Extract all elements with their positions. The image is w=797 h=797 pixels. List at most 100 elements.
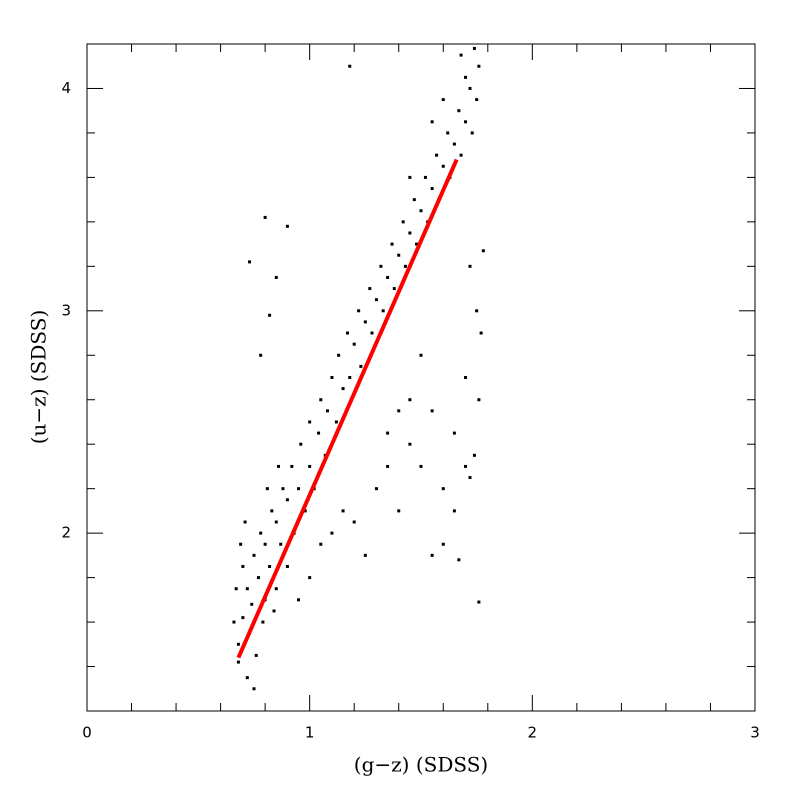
point [430,187,434,191]
point [330,531,334,535]
point [252,687,256,691]
point [430,553,434,557]
x-tick-label: 2 [528,724,538,742]
point [297,487,301,491]
point [412,198,416,202]
point [464,75,468,79]
point [386,431,390,435]
point [430,120,434,124]
point [232,620,236,624]
point [475,309,479,313]
y-tick-label: 3 [61,301,71,319]
plot-frame [86,43,756,712]
point [441,98,445,102]
point [464,376,468,379]
point [241,564,245,568]
point [285,224,289,228]
point [374,298,378,302]
point [285,498,289,502]
point [330,376,334,379]
point [325,409,329,413]
point [441,542,445,546]
point [446,131,450,135]
point [408,175,412,179]
point [464,120,468,124]
point [334,420,338,424]
point [259,531,263,535]
point [285,564,289,568]
point [468,264,472,268]
x-axis-label: (g−z) (SDSS) [354,753,488,777]
point [341,387,345,391]
point [303,509,307,513]
point [254,653,258,657]
point [386,275,390,279]
point [477,398,481,402]
point [265,487,269,491]
point [243,520,247,524]
point [403,264,407,268]
point [477,600,481,604]
point [299,442,303,446]
point [363,553,367,557]
x-tick-label: 3 [750,724,760,742]
point [241,616,245,620]
point [379,264,383,268]
point [274,275,278,279]
point [276,464,280,468]
point [397,253,401,257]
point [308,464,312,468]
point [268,313,272,317]
point [279,542,283,546]
point [475,98,479,102]
point [239,542,243,546]
point [477,64,481,68]
point [272,609,276,613]
point [408,442,412,446]
point [319,542,323,546]
point [397,409,401,413]
point [457,558,461,562]
point [419,353,423,357]
point [352,342,356,346]
point [374,487,378,491]
point [479,331,483,335]
point [357,309,361,313]
point [470,131,474,135]
x-tick-label: 0 [82,724,92,742]
point [236,660,240,664]
point [259,353,263,357]
point [415,242,419,246]
point [472,46,476,50]
point [408,231,412,235]
point [297,598,301,602]
point [261,620,265,624]
fit-line [236,158,459,659]
point [468,86,472,90]
point [234,587,238,591]
point [419,464,423,468]
point [441,164,445,168]
point [281,487,285,491]
point [392,287,396,291]
point [452,509,456,513]
point [274,520,278,524]
point [348,64,352,68]
point [386,464,390,468]
point [430,409,434,413]
point [290,464,294,468]
point [274,587,278,591]
point [481,249,485,253]
point [352,520,356,524]
point [363,320,367,324]
point [263,542,267,546]
point [308,576,312,580]
point [457,109,461,113]
point [236,642,240,646]
point [370,331,374,335]
point [319,398,323,402]
y-axis-label: (u−z) (SDSS) [27,310,51,445]
point [263,215,267,219]
point [472,453,476,457]
